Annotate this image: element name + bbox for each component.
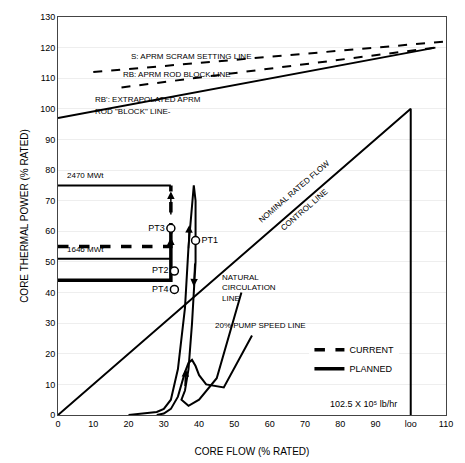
svg-text:90: 90	[370, 419, 380, 429]
svg-text:CONTROL LINE: CONTROL LINE	[279, 187, 329, 232]
svg-text:PT4: PT4	[152, 284, 169, 294]
svg-text:1646 MWt: 1646 MWt	[67, 245, 104, 254]
svg-text:CURRENT: CURRENT	[349, 345, 394, 355]
svg-text:RB: APRM ROD BLOCK LINE: RB: APRM ROD BLOCK LINE	[123, 70, 231, 79]
svg-text:CORE THERMAL POWER (% RATED): CORE THERMAL POWER (% RATED)	[19, 129, 30, 303]
svg-text:102.5 X 10⁵ lb/hr: 102.5 X 10⁵ lb/hr	[330, 399, 397, 409]
svg-text:PT2: PT2	[152, 265, 169, 275]
svg-text:20: 20	[124, 419, 134, 429]
svg-text:PLANNED: PLANNED	[349, 364, 392, 374]
svg-text:2470 MWt: 2470 MWt	[67, 171, 104, 180]
svg-text:PT3: PT3	[148, 223, 165, 233]
svg-text:40: 40	[45, 288, 55, 298]
svg-text:0: 0	[55, 419, 60, 429]
svg-text:120: 120	[40, 43, 55, 53]
svg-text:110: 110	[41, 73, 55, 83]
svg-text:NOMINAL RATED FLOW: NOMINAL RATED FLOW	[257, 158, 332, 224]
svg-text:10: 10	[45, 380, 55, 390]
svg-text:130: 130	[40, 12, 55, 22]
svg-text:loo: loo	[405, 419, 417, 429]
svg-text:NATURALCIRCULATIONLINE: NATURALCIRCULATIONLINE	[222, 273, 276, 303]
svg-text:30: 30	[159, 419, 169, 429]
svg-text:PT1: PT1	[202, 235, 219, 245]
svg-text:30: 30	[45, 318, 55, 328]
svg-text:20: 20	[45, 349, 55, 359]
svg-text:20% PUMP SPEED LINE: 20% PUMP SPEED LINE	[215, 321, 306, 330]
svg-text:50: 50	[229, 419, 239, 429]
svg-text:40: 40	[194, 419, 204, 429]
svg-text:S: APRM SCRAM SETTING LINE: S: APRM SCRAM SETTING LINE	[131, 52, 251, 61]
svg-text:0: 0	[50, 410, 55, 420]
svg-text:70: 70	[45, 196, 55, 206]
svg-text:CORE FLOW (% RATED): CORE FLOW (% RATED)	[195, 446, 310, 457]
svg-text:ROD "BLOCK" LINE-: ROD "BLOCK" LINE-	[95, 107, 171, 116]
svg-text:50: 50	[45, 257, 55, 267]
svg-text:10: 10	[88, 419, 98, 429]
svg-text:80: 80	[45, 165, 55, 175]
svg-text:60: 60	[265, 419, 275, 429]
svg-text:RB': EXTRAPOLATED APRM: RB': EXTRAPOLATED APRM	[95, 95, 201, 104]
svg-text:70: 70	[300, 419, 310, 429]
svg-text:100: 100	[40, 104, 55, 114]
svg-text:110: 110	[439, 419, 453, 429]
svg-text:90: 90	[45, 135, 55, 145]
svg-text:80: 80	[335, 419, 345, 429]
svg-text:60: 60	[45, 226, 55, 236]
